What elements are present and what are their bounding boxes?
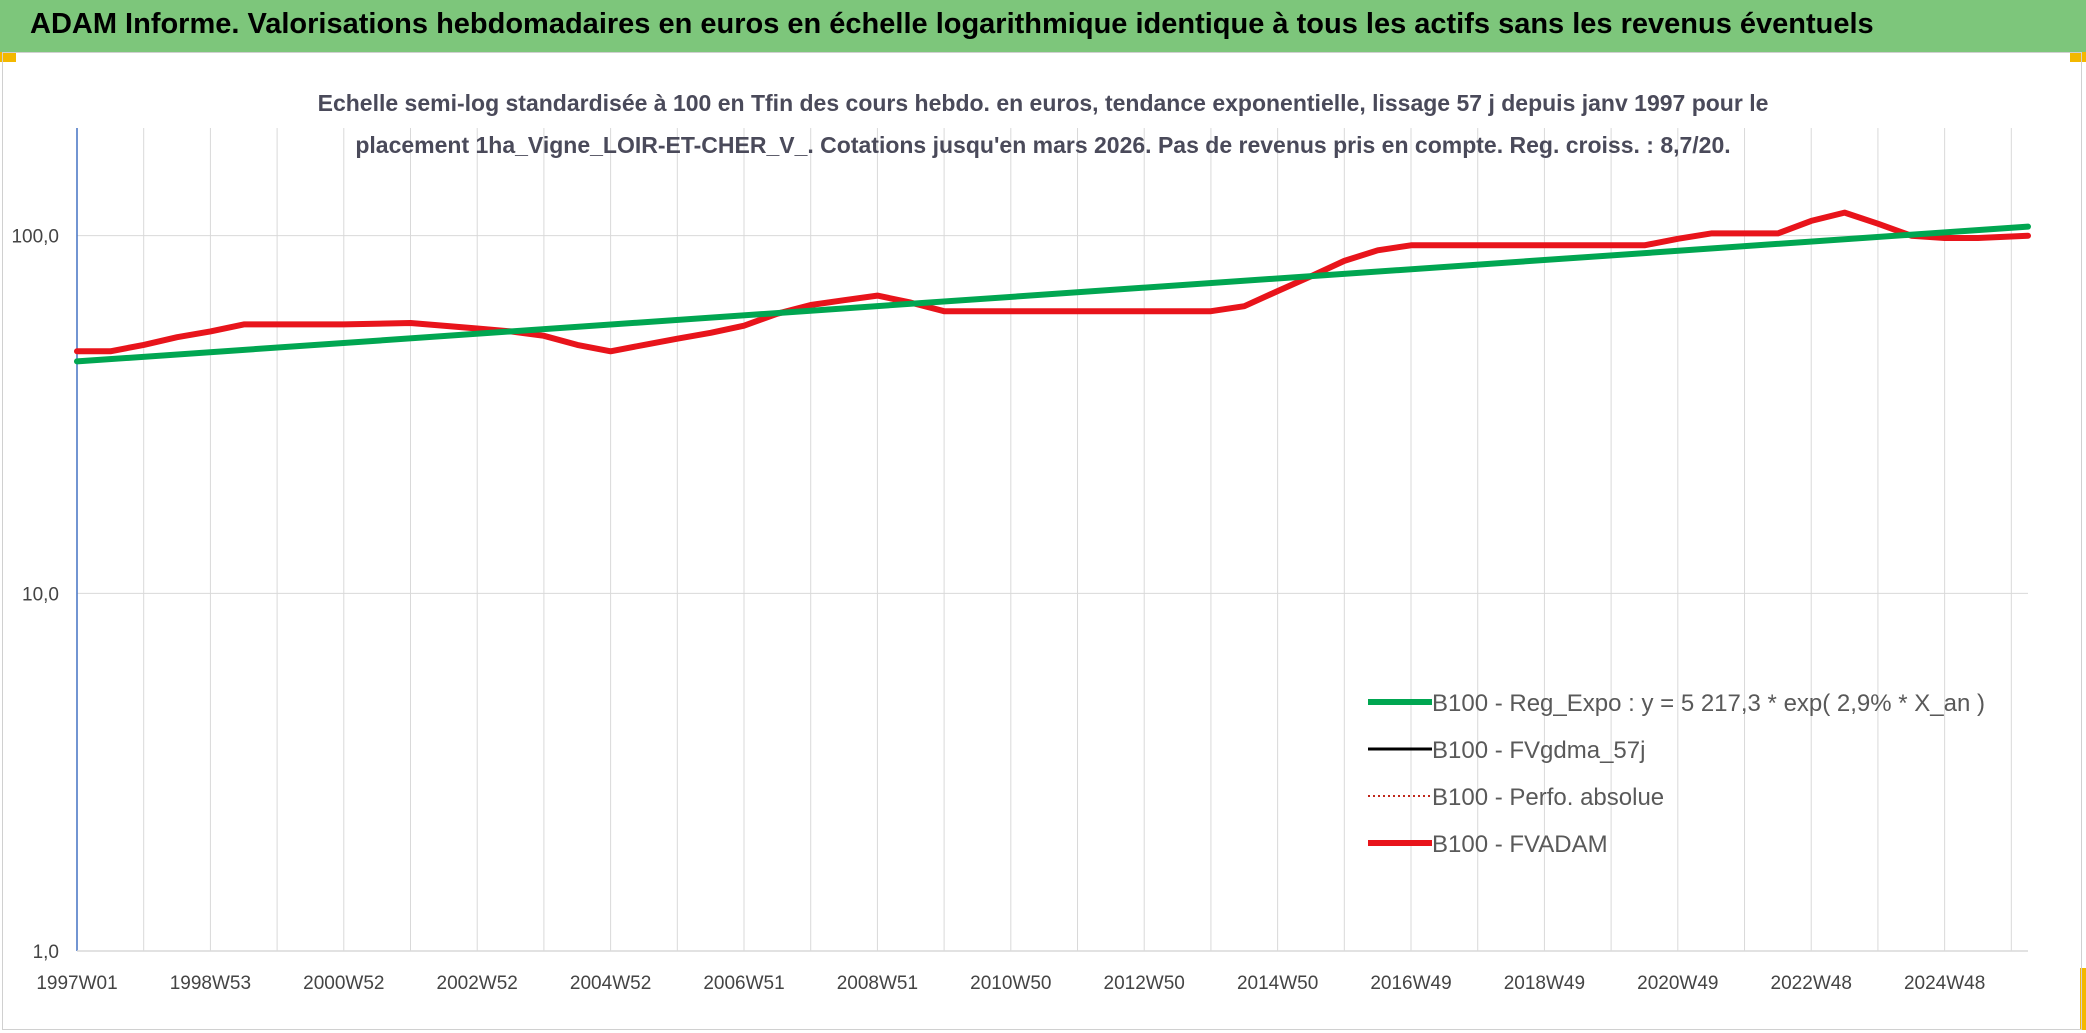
x-tick-label: 2002W52 bbox=[437, 973, 518, 994]
corner-accent-top-left bbox=[0, 52, 16, 62]
x-tick-label: 2016W49 bbox=[1370, 973, 1451, 994]
x-tick-label: 2024W48 bbox=[1904, 973, 1985, 994]
y-tick-label: 1,0 bbox=[33, 942, 59, 963]
report-header: ADAM Informe. Valorisations hebdomadaire… bbox=[0, 0, 2086, 53]
x-tick-label: 2010W50 bbox=[970, 973, 1051, 994]
y-tick-label: 100,0 bbox=[11, 227, 59, 248]
legend-label: B100 - Perfo. absolue bbox=[1432, 784, 1664, 811]
legend: B100 - Reg_Expo : y = 5 217,3 * exp( 2,9… bbox=[1368, 690, 1985, 858]
x-tick-label: 2022W48 bbox=[1771, 973, 1852, 994]
x-tick-label: 1997W01 bbox=[36, 973, 117, 994]
x-tick-label: 2018W49 bbox=[1504, 973, 1585, 994]
x-tick-label: 2014W50 bbox=[1237, 973, 1318, 994]
x-tick-label: 2006W51 bbox=[703, 973, 784, 994]
corner-accent-top-right bbox=[2070, 52, 2086, 62]
x-tick-label: 2012W50 bbox=[1104, 973, 1185, 994]
x-tick-label: 2008W51 bbox=[837, 973, 918, 994]
report-title: ADAM Informe. Valorisations hebdomadaire… bbox=[30, 8, 1874, 40]
x-tick-label: 2020W49 bbox=[1637, 973, 1718, 994]
series-line-3 bbox=[74, 209, 2031, 355]
legend-label: B100 - FVADAM bbox=[1432, 831, 1608, 858]
legend-label: B100 - Reg_Expo : y = 5 217,3 * exp( 2,9… bbox=[1432, 690, 1985, 717]
series-line-0 bbox=[74, 223, 2031, 365]
x-tick-label: 1998W53 bbox=[170, 973, 251, 994]
chart-subtitle-line-2: placement 1ha_Vigne_LOIR-ET-CHER_V_. Cot… bbox=[355, 132, 1730, 158]
chart-subtitle-line-1: Echelle semi-log standardisée à 100 en T… bbox=[318, 90, 1769, 116]
corner-accent-bottom-right bbox=[2080, 968, 2086, 1030]
chart-frame bbox=[2, 52, 2082, 1030]
y-tick-label: 10,0 bbox=[22, 584, 59, 605]
x-tick-label: 2004W52 bbox=[570, 973, 651, 994]
x-tick-label: 2000W52 bbox=[303, 973, 384, 994]
legend-label: B100 - FVgdma_57j bbox=[1432, 737, 1645, 764]
